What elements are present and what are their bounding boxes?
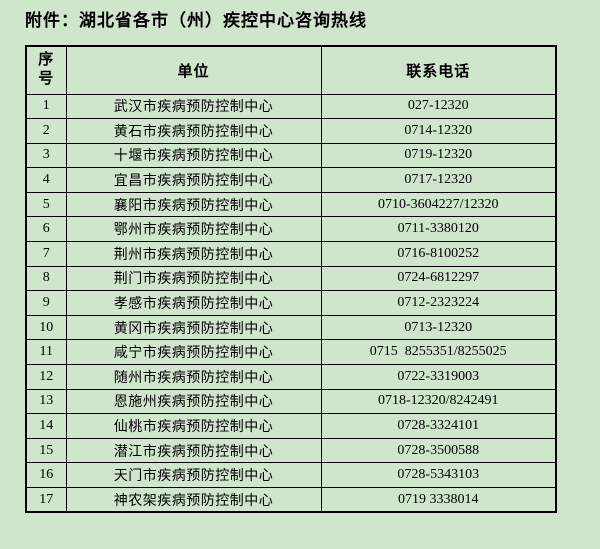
row-phone: 0711-3380120	[320, 216, 557, 243]
row-unit: 武汉市疾病预防控制中心	[65, 93, 322, 120]
header-cell-index: 序号	[25, 45, 67, 95]
table-row: 2 黄石市疾病预防控制中心 0714-12320	[25, 118, 557, 144]
row-phone: 0713-12320	[320, 314, 557, 341]
row-unit: 孝感市疾病预防控制中心	[65, 290, 322, 316]
table-row: 3 十堰市疾病预防控制中心 0719-12320	[25, 142, 557, 169]
row-phone: 027-12320	[320, 93, 557, 120]
row-index: 4	[25, 167, 67, 193]
row-unit: 神农架疾病预防控制中心	[65, 487, 322, 513]
row-index: 3	[25, 142, 67, 169]
row-unit: 十堰市疾病预防控制中心	[65, 142, 322, 169]
row-phone: 0728-3500588	[320, 437, 557, 464]
table-row: 13 恩施州疾病预防控制中心 0718-12320/8242491	[25, 388, 557, 415]
row-index: 11	[25, 339, 67, 366]
row-unit: 宜昌市疾病预防控制中心	[65, 167, 322, 193]
row-index: 15	[25, 437, 67, 464]
row-phone: 0719-12320	[320, 142, 557, 169]
table-row: 8 荆门市疾病预防控制中心 0724-6812297	[25, 265, 557, 292]
row-unit: 荆州市疾病预防控制中心	[65, 241, 322, 267]
row-index: 8	[25, 265, 67, 292]
row-phone: 0714-12320	[320, 118, 557, 144]
hotline-table: 序号 单位 联系电话 1 武汉市疾病预防控制中心 027-12320 2 黄石市…	[25, 45, 557, 514]
row-index: 17	[25, 487, 67, 513]
row-index: 1	[25, 93, 67, 120]
row-unit: 襄阳市疾病预防控制中心	[65, 191, 322, 218]
row-phone: 0712-2323224	[320, 290, 557, 316]
row-index: 13	[25, 388, 67, 415]
row-index: 14	[25, 413, 67, 439]
table-row: 12 随州市疾病预防控制中心 0722-3319003	[25, 364, 557, 390]
row-index: 6	[25, 216, 67, 243]
table-row: 1 武汉市疾病预防控制中心 027-12320	[25, 93, 557, 120]
table-row: 10 黄冈市疾病预防控制中心 0713-12320	[25, 314, 557, 341]
row-index: 9	[25, 290, 67, 316]
row-phone: 0728-3324101	[320, 413, 557, 439]
row-unit: 仙桃市疾病预防控制中心	[65, 413, 322, 439]
table-row: 9 孝感市疾病预防控制中心 0712-2323224	[25, 290, 557, 316]
table-body: 1 武汉市疾病预防控制中心 027-12320 2 黄石市疾病预防控制中心 07…	[25, 93, 557, 513]
table-row: 17 神农架疾病预防控制中心 0719 3338014	[25, 487, 557, 513]
table-row: 4 宜昌市疾病预防控制中心 0717-12320	[25, 167, 557, 193]
row-phone: 0724-6812297	[320, 265, 557, 292]
header-cell-phone: 联系电话	[320, 45, 557, 95]
row-phone: 0719 3338014	[320, 487, 557, 513]
table-row: 15 潜江市疾病预防控制中心 0728-3500588	[25, 437, 557, 464]
row-unit: 恩施州疾病预防控制中心	[65, 388, 322, 415]
page-title: 附件：湖北省各市（州）疾控中心咨询热线	[25, 11, 367, 30]
row-index: 12	[25, 364, 67, 390]
row-index: 2	[25, 118, 67, 144]
row-unit: 黄石市疾病预防控制中心	[65, 118, 322, 144]
row-index: 16	[25, 462, 67, 488]
table-row: 14 仙桃市疾病预防控制中心 0728-3324101	[25, 413, 557, 439]
table-row: 5 襄阳市疾病预防控制中心 0710-3604227/12320	[25, 191, 557, 218]
table-header: 序号 单位 联系电话	[25, 45, 557, 95]
row-unit: 随州市疾病预防控制中心	[65, 364, 322, 390]
table-row: 11 咸宁市疾病预防控制中心 0715 8255351/8255025	[25, 339, 557, 366]
header-cell-unit: 单位	[65, 45, 322, 95]
header-index-label: 序号	[38, 52, 55, 88]
row-index: 5	[25, 191, 67, 218]
row-unit: 潜江市疾病预防控制中心	[65, 437, 322, 464]
row-phone: 0718-12320/8242491	[320, 388, 557, 415]
row-unit: 鄂州市疾病预防控制中心	[65, 216, 322, 243]
row-unit: 黄冈市疾病预防控制中心	[65, 314, 322, 341]
header-row: 序号 单位 联系电话	[25, 45, 557, 95]
row-unit: 荆门市疾病预防控制中心	[65, 265, 322, 292]
row-phone: 0716-8100252	[320, 241, 557, 267]
row-phone: 0728-5343103	[320, 462, 557, 488]
row-phone: 0717-12320	[320, 167, 557, 193]
table-row: 16 天门市疾病预防控制中心 0728-5343103	[25, 462, 557, 488]
row-index: 10	[25, 314, 67, 341]
row-unit: 天门市疾病预防控制中心	[65, 462, 322, 488]
table-row: 6 鄂州市疾病预防控制中心 0711-3380120	[25, 216, 557, 243]
table-row: 7 荆州市疾病预防控制中心 0716-8100252	[25, 241, 557, 267]
row-unit: 咸宁市疾病预防控制中心	[65, 339, 322, 366]
row-phone: 0710-3604227/12320	[320, 191, 557, 218]
row-phone: 0722-3319003	[320, 364, 557, 390]
row-phone: 0715 8255351/8255025	[320, 339, 557, 366]
row-index: 7	[25, 241, 67, 267]
